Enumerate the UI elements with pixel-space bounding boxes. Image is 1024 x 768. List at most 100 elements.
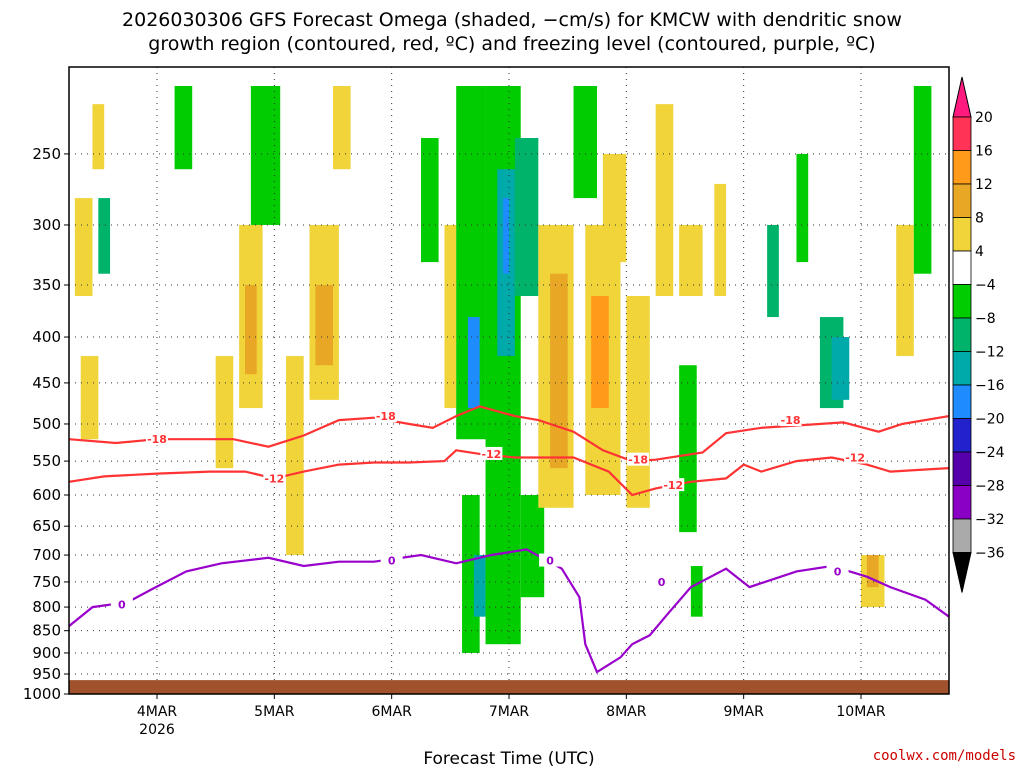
omega-cell xyxy=(245,285,257,375)
colorbar-label: −8 xyxy=(975,311,996,327)
y-tick-label: 550 xyxy=(32,452,61,470)
colorbar-swatch xyxy=(952,250,972,285)
omega-cell xyxy=(315,285,333,366)
colorbar-swatch xyxy=(952,284,972,319)
colorbar-label: −12 xyxy=(975,345,1005,361)
contour-label-bg xyxy=(844,450,867,464)
omega-cell xyxy=(591,295,609,409)
y-tick-label: 300 xyxy=(32,216,61,234)
contour-label: 0 xyxy=(388,555,396,568)
colorbar-swatch xyxy=(952,518,972,553)
omega-cell xyxy=(215,356,234,469)
colorbar-label: −32 xyxy=(975,512,1005,528)
omega-cell xyxy=(626,295,650,508)
omega-cell xyxy=(421,138,439,263)
omega-cell xyxy=(714,183,727,296)
omega-cell xyxy=(444,224,457,409)
omega-cell xyxy=(550,273,568,469)
chart-title-line-2: growth region (contoured, red, ºC) and f… xyxy=(148,33,875,55)
y-tick-label: 600 xyxy=(32,486,61,504)
omega-cell xyxy=(174,86,193,170)
x-tick-sublabel: 2026 xyxy=(139,722,175,738)
plot-area xyxy=(69,67,949,695)
omega-cell xyxy=(913,86,932,274)
omega-cell xyxy=(333,86,351,170)
y-tick-label: 250 xyxy=(32,145,61,163)
omega-cell xyxy=(655,104,674,296)
colorbar-swatch xyxy=(952,451,972,486)
omega-cell xyxy=(74,198,93,296)
colorbar-label: −24 xyxy=(975,445,1005,461)
colorbar-label: 4 xyxy=(975,244,984,260)
colorbar-swatch xyxy=(952,217,972,252)
contour-labels: -18 -12 -18 -12 -18 -12 -18 -12 0 0 0 0 0 xyxy=(110,409,867,612)
omega-cell xyxy=(679,365,697,533)
omega-cell xyxy=(767,224,779,318)
contour-label: -18 xyxy=(147,433,167,446)
y-axis: 250 300 350 400 450 500 550 600 650 700 750 800 850 9… xyxy=(23,145,69,703)
omega-cell xyxy=(250,86,281,225)
omega-cell xyxy=(896,224,914,357)
contour-label-bg xyxy=(826,564,849,578)
omega-cell xyxy=(467,317,480,409)
colorbar-label: −20 xyxy=(975,412,1005,428)
x-axis: 4MAR 2026 5MAR 6MAR 7MAR 8MAR 9MAR 10MAR xyxy=(137,694,886,738)
y-tick-label: 950 xyxy=(32,665,61,683)
colorbar-swatch xyxy=(952,418,972,453)
contour-label: 0 xyxy=(118,599,126,612)
colorbar: 20 16 12 8 4 −4 −8 −12 −16 −20 −24 −28 −32 −36 xyxy=(952,76,1005,593)
colorbar-label: 20 xyxy=(975,110,993,126)
colorbar-top-arrow xyxy=(952,76,972,118)
omega-cell xyxy=(473,555,486,617)
x-tick-label: 7MAR xyxy=(489,704,530,720)
contour-label-bg xyxy=(779,413,802,427)
contour-label: 0 xyxy=(546,555,554,568)
contour-label-bg xyxy=(627,452,650,466)
contour-label: -12 xyxy=(663,479,683,492)
contour-label-bg xyxy=(110,597,133,611)
contour-label: 0 xyxy=(834,565,842,578)
colorbar-label: 8 xyxy=(975,211,984,227)
y-tick-label: 850 xyxy=(32,622,61,640)
y-tick-label: 900 xyxy=(32,644,61,662)
credit-link[interactable]: coolwx.com/models xyxy=(873,748,1016,764)
contour-label: 0 xyxy=(658,576,666,589)
x-tick-label: 6MAR xyxy=(372,704,413,720)
x-tick-label: 4MAR xyxy=(137,704,178,720)
colorbar-swatch xyxy=(952,485,972,520)
omega-cell xyxy=(514,138,539,296)
y-tick-label: 1000 xyxy=(23,685,61,703)
contour-label: -12 xyxy=(845,452,865,465)
contour-label: -12 xyxy=(481,448,501,461)
contour-label-bg xyxy=(480,446,503,460)
contour-label-bg xyxy=(263,471,286,485)
x-tick-label: 8MAR xyxy=(606,704,647,720)
colorbar-swatch xyxy=(952,183,972,218)
y-tick-label: 750 xyxy=(32,573,61,591)
contour-label-bg xyxy=(650,574,673,588)
omega-cell xyxy=(286,356,304,556)
contour-label-bg xyxy=(146,432,168,446)
omega-cell xyxy=(520,494,545,598)
colorbar-swatch xyxy=(952,351,972,386)
y-tick-label: 700 xyxy=(32,546,61,564)
omega-cell xyxy=(831,337,850,400)
y-tick-label: 350 xyxy=(32,276,61,294)
x-tick-label: 5MAR xyxy=(254,704,295,720)
omega-cell xyxy=(602,153,627,263)
contour-label: -18 xyxy=(628,454,648,467)
colorbar-label: 16 xyxy=(975,144,993,160)
omega-cell xyxy=(690,566,703,617)
colorbar-swatch xyxy=(952,150,972,185)
contour-label-bg xyxy=(662,478,685,492)
contour-label-bg xyxy=(374,409,397,423)
colorbar-label: −4 xyxy=(975,278,996,294)
contour-label-bg xyxy=(539,553,562,567)
colorbar-swatch xyxy=(952,317,972,352)
colorbar-swatch xyxy=(952,384,972,419)
chart-title-line-1: 2026030306 GFS Forecast Omega (shaded, −… xyxy=(122,9,902,31)
omega-cell xyxy=(679,224,703,296)
contour-label: -18 xyxy=(376,410,396,423)
contour-label-bg xyxy=(380,553,403,567)
